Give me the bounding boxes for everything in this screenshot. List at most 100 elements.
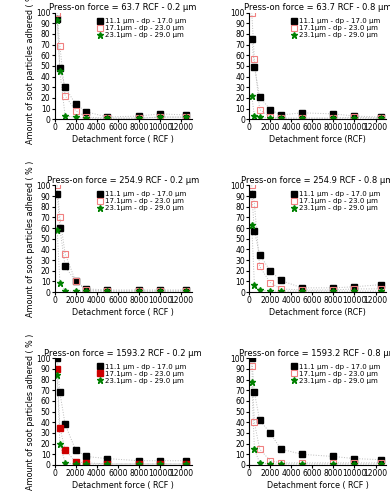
17.1μm - dp - 23.0 μm <box>73 278 78 284</box>
11.1 μm - dp - 17.0 μm <box>63 422 67 428</box>
X-axis label: Detachment force ( RCF ): Detachment force ( RCF ) <box>267 481 369 490</box>
23.1μm - dp - 29.0 μm <box>136 461 141 467</box>
11.1 μm - dp - 17.0 μm <box>84 109 89 115</box>
23.1μm - dp - 29.0 μm <box>184 114 189 120</box>
17.1μm - dp - 23.0 μm <box>250 10 254 16</box>
23.1μm - dp - 29.0 μm <box>84 461 89 467</box>
11.1 μm - dp - 17.0 μm <box>105 114 110 120</box>
11.1 μm - dp - 17.0 μm <box>158 111 162 117</box>
17.1μm - dp - 23.0 μm <box>84 460 89 466</box>
17.1μm - dp - 23.0 μm <box>136 461 141 467</box>
17.1μm - dp - 23.0 μm <box>55 182 60 188</box>
17.1μm - dp - 23.0 μm <box>331 115 336 121</box>
17.1μm - dp - 23.0 μm <box>278 460 283 466</box>
11.1 μm - dp - 17.0 μm <box>250 356 254 362</box>
23.1μm - dp - 29.0 μm <box>300 115 304 121</box>
11.1 μm - dp - 17.0 μm <box>257 94 262 100</box>
Y-axis label: Amount of soot particles adhered ( % ): Amount of soot particles adhered ( % ) <box>25 0 35 144</box>
Line: 17.1μm - dp - 23.0 μm: 17.1μm - dp - 23.0 μm <box>55 10 189 121</box>
17.1μm - dp - 23.0 μm <box>58 42 62 48</box>
23.1μm - dp - 29.0 μm <box>378 115 383 121</box>
17.1μm - dp - 23.0 μm <box>257 264 262 270</box>
23.1μm - dp - 29.0 μm <box>55 372 60 378</box>
17.1μm - dp - 23.0 μm <box>268 280 273 285</box>
11.1 μm - dp - 17.0 μm <box>58 65 62 71</box>
Line: 11.1 μm - dp - 17.0 μm: 11.1 μm - dp - 17.0 μm <box>55 191 189 293</box>
23.1μm - dp - 29.0 μm <box>158 288 162 294</box>
11.1 μm - dp - 17.0 μm <box>378 282 383 288</box>
17.1μm - dp - 23.0 μm <box>250 182 254 188</box>
23.1μm - dp - 29.0 μm <box>73 461 78 467</box>
Legend: 11.1 μm - dp - 17.0 μm, 17.1μm - dp - 23.0 μm, 23.1μm - dp - 29.0 μm: 11.1 μm - dp - 17.0 μm, 17.1μm - dp - 23… <box>95 16 188 40</box>
17.1μm - dp - 23.0 μm <box>136 288 141 294</box>
17.1μm - dp - 23.0 μm <box>55 366 60 372</box>
23.1μm - dp - 29.0 μm <box>73 114 78 120</box>
11.1 μm - dp - 17.0 μm <box>105 287 110 293</box>
11.1 μm - dp - 17.0 μm <box>331 454 336 460</box>
23.1μm - dp - 29.0 μm <box>352 461 357 467</box>
Line: 11.1 μm - dp - 17.0 μm: 11.1 μm - dp - 17.0 μm <box>249 36 384 120</box>
23.1μm - dp - 29.0 μm <box>331 461 336 467</box>
23.1μm - dp - 29.0 μm <box>250 379 254 385</box>
11.1 μm - dp - 17.0 μm <box>352 113 357 119</box>
17.1μm - dp - 23.0 μm <box>184 114 189 120</box>
Title: Press-on force = 63.7 RCF - 0.2 μm: Press-on force = 63.7 RCF - 0.2 μm <box>50 2 197 12</box>
17.1μm - dp - 23.0 μm <box>252 420 257 426</box>
17.1μm - dp - 23.0 μm <box>250 362 254 368</box>
11.1 μm - dp - 17.0 μm <box>63 84 67 90</box>
17.1μm - dp - 23.0 μm <box>63 250 67 256</box>
17.1μm - dp - 23.0 μm <box>105 115 110 121</box>
23.1μm - dp - 29.0 μm <box>58 440 62 446</box>
17.1μm - dp - 23.0 μm <box>84 114 89 120</box>
X-axis label: Detachment force ( RCF ): Detachment force ( RCF ) <box>72 135 174 144</box>
11.1 μm - dp - 17.0 μm <box>55 16 60 22</box>
23.1μm - dp - 29.0 μm <box>268 461 273 467</box>
23.1μm - dp - 29.0 μm <box>250 92 254 98</box>
23.1μm - dp - 29.0 μm <box>252 446 257 452</box>
17.1μm - dp - 23.0 μm <box>73 459 78 465</box>
Line: 11.1 μm - dp - 17.0 μm: 11.1 μm - dp - 17.0 μm <box>249 356 384 463</box>
23.1μm - dp - 29.0 μm <box>278 115 283 121</box>
Line: 23.1μm - dp - 29.0 μm: 23.1μm - dp - 29.0 μm <box>248 222 384 294</box>
Line: 11.1 μm - dp - 17.0 μm: 11.1 μm - dp - 17.0 μm <box>55 16 189 120</box>
23.1μm - dp - 29.0 μm <box>63 288 67 294</box>
11.1 μm - dp - 17.0 μm <box>331 111 336 117</box>
23.1μm - dp - 29.0 μm <box>55 227 60 233</box>
17.1μm - dp - 23.0 μm <box>158 288 162 294</box>
23.1μm - dp - 29.0 μm <box>158 461 162 467</box>
17.1μm - dp - 23.0 μm <box>352 460 357 466</box>
23.1μm - dp - 29.0 μm <box>184 288 189 294</box>
17.1μm - dp - 23.0 μm <box>300 460 304 466</box>
23.1μm - dp - 29.0 μm <box>84 288 89 294</box>
11.1 μm - dp - 17.0 μm <box>158 458 162 464</box>
X-axis label: Detachment force (RCF): Detachment force (RCF) <box>269 308 366 317</box>
23.1μm - dp - 29.0 μm <box>278 288 283 294</box>
11.1 μm - dp - 17.0 μm <box>250 191 254 197</box>
Title: Press-on force = 1593.2 RCF - 0.8 μm: Press-on force = 1593.2 RCF - 0.8 μm <box>239 348 390 358</box>
Line: 23.1μm - dp - 29.0 μm: 23.1μm - dp - 29.0 μm <box>54 226 190 294</box>
17.1μm - dp - 23.0 μm <box>55 10 60 16</box>
23.1μm - dp - 29.0 μm <box>63 460 67 466</box>
Legend: 11.1 μm - dp - 17.0 μm, 17.1μm - dp - 23.0 μm, 23.1μm - dp - 29.0 μm: 11.1 μm - dp - 17.0 μm, 17.1μm - dp - 23… <box>289 16 383 40</box>
23.1μm - dp - 29.0 μm <box>55 17 60 23</box>
23.1μm - dp - 29.0 μm <box>252 113 257 119</box>
23.1μm - dp - 29.0 μm <box>278 461 283 467</box>
Line: 23.1μm - dp - 29.0 μm: 23.1μm - dp - 29.0 μm <box>248 378 384 468</box>
17.1μm - dp - 23.0 μm <box>331 460 336 466</box>
Line: 17.1μm - dp - 23.0 μm: 17.1μm - dp - 23.0 μm <box>249 363 384 466</box>
23.1μm - dp - 29.0 μm <box>300 461 304 467</box>
11.1 μm - dp - 17.0 μm <box>252 64 257 70</box>
Y-axis label: Amount of soot particles adhered ( % ): Amount of soot particles adhered ( % ) <box>25 160 35 317</box>
11.1 μm - dp - 17.0 μm <box>352 456 357 462</box>
17.1μm - dp - 23.0 μm <box>136 115 141 121</box>
11.1 μm - dp - 17.0 μm <box>278 112 283 118</box>
17.1μm - dp - 23.0 μm <box>105 461 110 467</box>
Line: 17.1μm - dp - 23.0 μm: 17.1μm - dp - 23.0 μm <box>55 366 189 466</box>
11.1 μm - dp - 17.0 μm <box>352 284 357 290</box>
11.1 μm - dp - 17.0 μm <box>378 114 383 120</box>
11.1 μm - dp - 17.0 μm <box>184 112 189 118</box>
17.1μm - dp - 23.0 μm <box>378 460 383 466</box>
Legend: 11.1 μm - dp - 17.0 μm, 17.1μm - dp - 23.0 μm, 23.1μm - dp - 29.0 μm: 11.1 μm - dp - 17.0 μm, 17.1μm - dp - 23… <box>289 362 383 386</box>
23.1μm - dp - 29.0 μm <box>378 461 383 467</box>
11.1 μm - dp - 17.0 μm <box>136 458 141 464</box>
